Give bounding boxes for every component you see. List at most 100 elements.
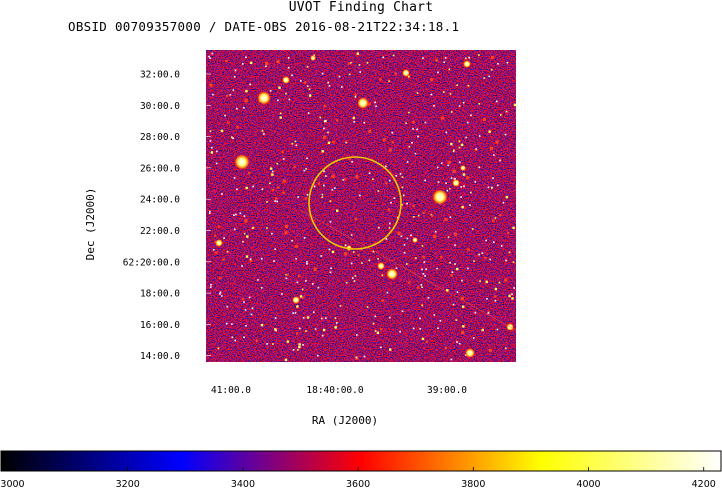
- x-tick-label: 41:00.0: [211, 385, 251, 396]
- faint-star: [450, 177, 453, 179]
- faint-star: [386, 291, 389, 294]
- faint-star: [347, 62, 351, 65]
- faint-star: [287, 57, 290, 59]
- faint-star: [336, 322, 338, 324]
- faint-star: [481, 328, 484, 332]
- faint-star: [456, 267, 459, 271]
- faint-star: [250, 313, 253, 316]
- faint-star: [453, 178, 456, 180]
- faint-star: [412, 204, 415, 208]
- faint-star: [366, 306, 369, 308]
- faint-star: [351, 277, 354, 279]
- faint-star: [359, 194, 361, 197]
- faint-star: [345, 141, 347, 144]
- faint-star: [286, 273, 289, 276]
- faint-star: [445, 182, 447, 184]
- y-tick-label: 18:00.0: [140, 289, 180, 300]
- faint-star: [245, 186, 248, 190]
- faint-star: [210, 151, 214, 154]
- faint-star: [443, 61, 445, 63]
- faint-star: [491, 186, 493, 189]
- faint-star: [208, 212, 211, 214]
- faint-star: [213, 249, 215, 251]
- faint-star: [352, 116, 355, 120]
- faint-star: [252, 185, 254, 188]
- bright-star: [432, 189, 448, 205]
- faint-star: [505, 196, 509, 199]
- faint-star: [244, 309, 247, 311]
- faint-star: [274, 248, 276, 250]
- faint-star: [245, 255, 249, 258]
- faint-star: [425, 268, 427, 270]
- faint-star: [316, 354, 319, 357]
- faint-star: [350, 62, 352, 64]
- faint-star: [388, 148, 392, 152]
- faint-star: [329, 220, 332, 223]
- colorbar-tick-label: 4000: [576, 479, 600, 489]
- faint-star: [506, 231, 510, 235]
- faint-star: [390, 201, 392, 204]
- faint-star: [414, 152, 417, 155]
- faint-star: [381, 299, 384, 302]
- faint-star: [236, 126, 239, 129]
- faint-star: [436, 166, 439, 169]
- faint-star: [341, 86, 343, 88]
- faint-star: [479, 280, 481, 282]
- faint-star: [265, 61, 269, 65]
- faint-star: [465, 136, 467, 139]
- faint-star: [496, 328, 499, 331]
- faint-star: [505, 110, 508, 113]
- faint-star: [419, 317, 421, 320]
- faint-star: [211, 52, 214, 55]
- faint-star: [350, 262, 353, 265]
- faint-star: [284, 224, 289, 228]
- faint-star: [502, 201, 505, 204]
- faint-star: [452, 150, 455, 153]
- faint-star: [248, 296, 251, 299]
- faint-star: [388, 80, 390, 82]
- faint-star: [209, 57, 211, 59]
- streak-artifact: [299, 209, 517, 331]
- faint-star: [320, 255, 323, 257]
- faint-star: [322, 328, 326, 332]
- faint-star: [334, 317, 337, 319]
- faint-star: [511, 293, 513, 295]
- faint-star: [293, 165, 296, 168]
- y-tick-label: 62:20:00.0: [123, 257, 180, 268]
- faint-star: [397, 216, 399, 219]
- faint-star: [483, 77, 485, 79]
- faint-star: [209, 286, 212, 288]
- y-tick-label: 26:00.0: [140, 163, 180, 174]
- faint-star: [248, 172, 251, 175]
- faint-star: [236, 107, 238, 110]
- faint-star: [447, 164, 449, 167]
- faint-star: [494, 295, 497, 298]
- faint-star: [401, 176, 404, 178]
- faint-star: [312, 283, 314, 285]
- faint-star: [321, 193, 324, 196]
- faint-star: [466, 176, 470, 180]
- faint-star: [442, 91, 445, 93]
- faint-star: [245, 325, 247, 327]
- faint-star: [278, 86, 281, 89]
- y-tick-label: 32:00.0: [140, 70, 180, 81]
- faint-star: [226, 305, 229, 308]
- faint-star: [297, 274, 301, 278]
- faint-star: [385, 182, 388, 185]
- faint-star: [294, 140, 297, 143]
- faint-star: [406, 202, 408, 205]
- bright-star: [412, 237, 418, 243]
- faint-star: [220, 129, 224, 133]
- faint-star: [277, 99, 279, 102]
- faint-star: [454, 244, 456, 247]
- faint-star: [299, 295, 303, 298]
- faint-star: [492, 177, 494, 179]
- chart-subtitle: OBSID 00709357000 / DATE-OBS 2016-08-21T…: [68, 19, 460, 34]
- colorbar-gradient: [0, 450, 722, 472]
- faint-star: [453, 232, 458, 236]
- faint-star: [307, 85, 309, 87]
- bright-star: [257, 91, 271, 105]
- faint-star: [385, 165, 387, 168]
- faint-star: [422, 273, 425, 275]
